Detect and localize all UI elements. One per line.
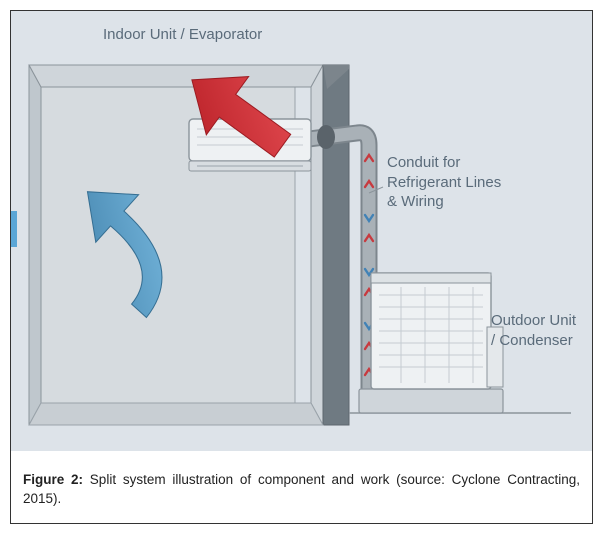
- conduit-label-line3: & Wiring: [387, 193, 444, 210]
- conduit-label-line2: Refrigerant Lines: [387, 174, 501, 191]
- caption-text: Split system illustration of component a…: [23, 472, 580, 507]
- split-system-diagram: [11, 11, 592, 451]
- outdoor-label-line1: Outdoor Unit: [491, 312, 576, 329]
- outdoor-unit-label: Outdoor Unit / Condenser: [491, 311, 576, 350]
- figure-frame: Indoor Unit / Evaporator Conduit for Ref…: [10, 10, 593, 524]
- conduit-label-line1: Conduit for: [387, 154, 460, 171]
- figure-caption: Figure 2: Split system illustration of c…: [23, 470, 580, 509]
- caption-bold: Figure 2:: [23, 472, 83, 487]
- outdoor-label-line2: / Condenser: [491, 332, 573, 349]
- conduit-label: Conduit for Refrigerant Lines & Wiring: [387, 153, 501, 212]
- diagram-background: Indoor Unit / Evaporator Conduit for Ref…: [11, 11, 592, 451]
- indoor-unit-label: Indoor Unit / Evaporator: [103, 25, 262, 45]
- outdoor-unit: [359, 273, 503, 413]
